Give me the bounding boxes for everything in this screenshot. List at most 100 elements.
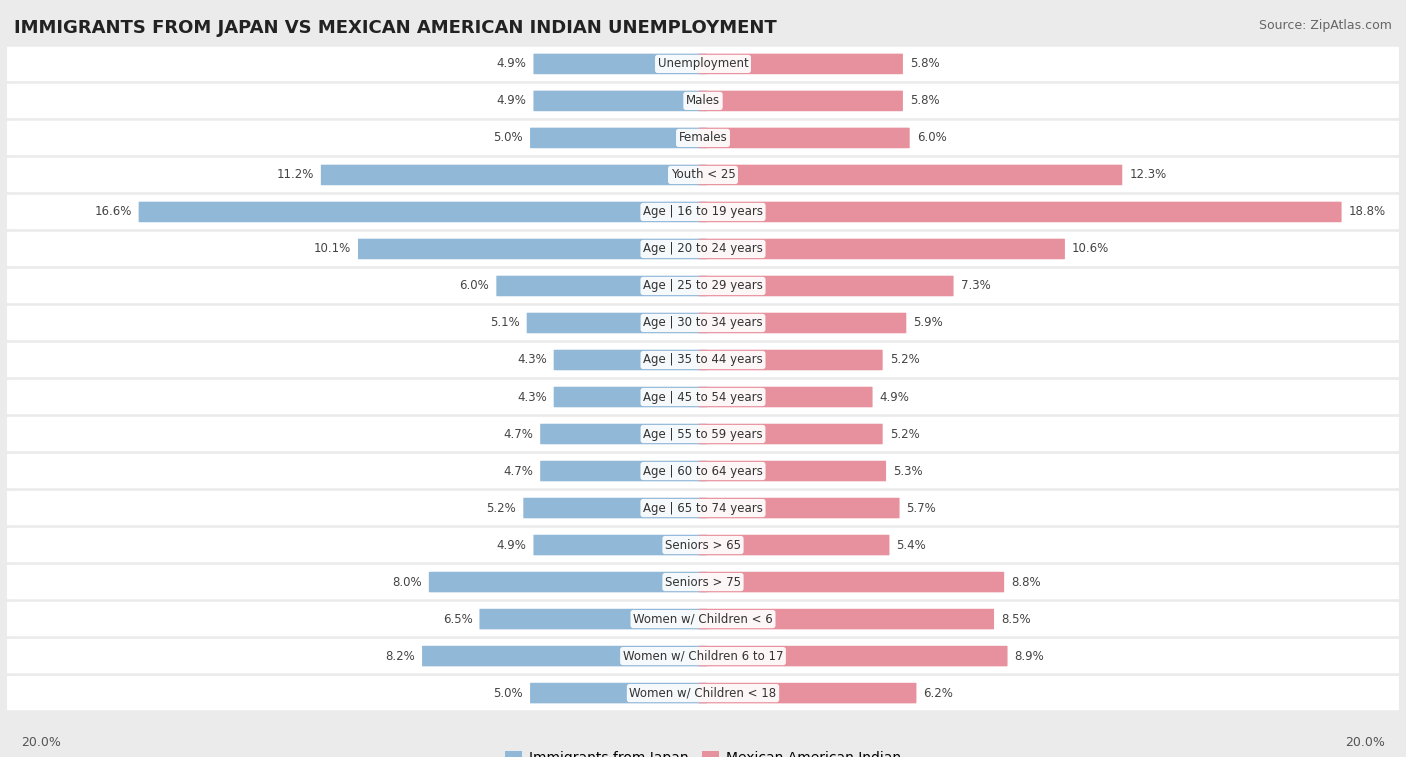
FancyBboxPatch shape bbox=[533, 534, 707, 556]
Text: 8.0%: 8.0% bbox=[392, 575, 422, 588]
Text: 11.2%: 11.2% bbox=[277, 169, 314, 182]
Text: Females: Females bbox=[679, 132, 727, 145]
Text: 5.9%: 5.9% bbox=[914, 316, 943, 329]
FancyBboxPatch shape bbox=[7, 269, 1399, 304]
Text: 5.2%: 5.2% bbox=[890, 354, 920, 366]
Text: 6.0%: 6.0% bbox=[460, 279, 489, 292]
FancyBboxPatch shape bbox=[7, 676, 1399, 710]
FancyBboxPatch shape bbox=[699, 165, 1122, 185]
FancyBboxPatch shape bbox=[7, 639, 1399, 673]
FancyBboxPatch shape bbox=[7, 528, 1399, 562]
FancyBboxPatch shape bbox=[7, 565, 1399, 600]
Text: 5.8%: 5.8% bbox=[910, 95, 939, 107]
Text: 4.3%: 4.3% bbox=[517, 391, 547, 403]
Text: 4.9%: 4.9% bbox=[496, 538, 526, 552]
FancyBboxPatch shape bbox=[530, 128, 707, 148]
FancyBboxPatch shape bbox=[699, 54, 903, 74]
Text: Source: ZipAtlas.com: Source: ZipAtlas.com bbox=[1258, 19, 1392, 32]
Text: 5.7%: 5.7% bbox=[907, 502, 936, 515]
FancyBboxPatch shape bbox=[7, 380, 1399, 414]
FancyBboxPatch shape bbox=[699, 646, 1008, 666]
FancyBboxPatch shape bbox=[533, 54, 707, 74]
Text: Age | 20 to 24 years: Age | 20 to 24 years bbox=[643, 242, 763, 255]
Text: 6.5%: 6.5% bbox=[443, 612, 472, 625]
Text: 4.9%: 4.9% bbox=[880, 391, 910, 403]
FancyBboxPatch shape bbox=[699, 276, 953, 296]
FancyBboxPatch shape bbox=[321, 165, 707, 185]
FancyBboxPatch shape bbox=[429, 572, 707, 592]
FancyBboxPatch shape bbox=[7, 602, 1399, 637]
Text: 4.7%: 4.7% bbox=[503, 465, 533, 478]
FancyBboxPatch shape bbox=[699, 498, 900, 519]
FancyBboxPatch shape bbox=[7, 157, 1399, 192]
Text: 8.8%: 8.8% bbox=[1011, 575, 1040, 588]
FancyBboxPatch shape bbox=[523, 498, 707, 519]
Text: Age | 45 to 54 years: Age | 45 to 54 years bbox=[643, 391, 763, 403]
FancyBboxPatch shape bbox=[540, 461, 707, 481]
FancyBboxPatch shape bbox=[422, 646, 707, 666]
FancyBboxPatch shape bbox=[527, 313, 707, 333]
Text: Age | 65 to 74 years: Age | 65 to 74 years bbox=[643, 502, 763, 515]
Text: IMMIGRANTS FROM JAPAN VS MEXICAN AMERICAN INDIAN UNEMPLOYMENT: IMMIGRANTS FROM JAPAN VS MEXICAN AMERICA… bbox=[14, 19, 776, 37]
Text: 5.2%: 5.2% bbox=[486, 502, 516, 515]
Text: Age | 55 to 59 years: Age | 55 to 59 years bbox=[643, 428, 763, 441]
FancyBboxPatch shape bbox=[7, 195, 1399, 229]
Text: 12.3%: 12.3% bbox=[1129, 169, 1167, 182]
Text: 16.6%: 16.6% bbox=[94, 205, 132, 219]
FancyBboxPatch shape bbox=[530, 683, 707, 703]
Text: 10.6%: 10.6% bbox=[1071, 242, 1109, 255]
FancyBboxPatch shape bbox=[699, 201, 1341, 223]
Text: 4.7%: 4.7% bbox=[503, 428, 533, 441]
Text: 5.0%: 5.0% bbox=[494, 132, 523, 145]
FancyBboxPatch shape bbox=[540, 424, 707, 444]
FancyBboxPatch shape bbox=[554, 387, 707, 407]
FancyBboxPatch shape bbox=[7, 232, 1399, 266]
Text: 7.3%: 7.3% bbox=[960, 279, 990, 292]
Text: 8.5%: 8.5% bbox=[1001, 612, 1031, 625]
FancyBboxPatch shape bbox=[699, 350, 883, 370]
Text: 6.0%: 6.0% bbox=[917, 132, 946, 145]
Text: Women w/ Children < 6: Women w/ Children < 6 bbox=[633, 612, 773, 625]
FancyBboxPatch shape bbox=[7, 453, 1399, 488]
Text: 20.0%: 20.0% bbox=[1346, 737, 1385, 749]
Text: Age | 30 to 34 years: Age | 30 to 34 years bbox=[643, 316, 763, 329]
FancyBboxPatch shape bbox=[699, 424, 883, 444]
Text: Unemployment: Unemployment bbox=[658, 58, 748, 70]
FancyBboxPatch shape bbox=[699, 128, 910, 148]
Text: Age | 25 to 29 years: Age | 25 to 29 years bbox=[643, 279, 763, 292]
Text: 5.0%: 5.0% bbox=[494, 687, 523, 699]
FancyBboxPatch shape bbox=[7, 417, 1399, 451]
Text: 4.9%: 4.9% bbox=[496, 58, 526, 70]
FancyBboxPatch shape bbox=[699, 683, 917, 703]
Text: 18.8%: 18.8% bbox=[1348, 205, 1386, 219]
Text: Age | 16 to 19 years: Age | 16 to 19 years bbox=[643, 205, 763, 219]
Text: 8.2%: 8.2% bbox=[385, 650, 415, 662]
FancyBboxPatch shape bbox=[139, 201, 707, 223]
FancyBboxPatch shape bbox=[699, 387, 873, 407]
Text: Age | 60 to 64 years: Age | 60 to 64 years bbox=[643, 465, 763, 478]
FancyBboxPatch shape bbox=[699, 238, 1064, 259]
FancyBboxPatch shape bbox=[479, 609, 707, 629]
Text: Youth < 25: Youth < 25 bbox=[671, 169, 735, 182]
Text: 5.2%: 5.2% bbox=[890, 428, 920, 441]
Text: 4.3%: 4.3% bbox=[517, 354, 547, 366]
FancyBboxPatch shape bbox=[7, 306, 1399, 340]
FancyBboxPatch shape bbox=[554, 350, 707, 370]
FancyBboxPatch shape bbox=[699, 572, 1004, 592]
Text: Seniors > 65: Seniors > 65 bbox=[665, 538, 741, 552]
Legend: Immigrants from Japan, Mexican American Indian: Immigrants from Japan, Mexican American … bbox=[505, 751, 901, 757]
Text: Age | 35 to 44 years: Age | 35 to 44 years bbox=[643, 354, 763, 366]
FancyBboxPatch shape bbox=[699, 313, 907, 333]
Text: Seniors > 75: Seniors > 75 bbox=[665, 575, 741, 588]
Text: Women w/ Children < 18: Women w/ Children < 18 bbox=[630, 687, 776, 699]
FancyBboxPatch shape bbox=[359, 238, 707, 259]
FancyBboxPatch shape bbox=[699, 534, 890, 556]
Text: 8.9%: 8.9% bbox=[1015, 650, 1045, 662]
Text: 5.3%: 5.3% bbox=[893, 465, 922, 478]
Text: 6.2%: 6.2% bbox=[924, 687, 953, 699]
FancyBboxPatch shape bbox=[7, 47, 1399, 81]
FancyBboxPatch shape bbox=[7, 343, 1399, 377]
FancyBboxPatch shape bbox=[496, 276, 707, 296]
FancyBboxPatch shape bbox=[533, 91, 707, 111]
Text: 4.9%: 4.9% bbox=[496, 95, 526, 107]
